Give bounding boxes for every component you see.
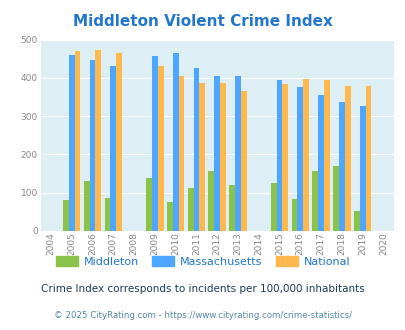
- Bar: [364, 85, 371, 231]
- Bar: [214, 76, 220, 231]
- Bar: [234, 76, 240, 231]
- Bar: [353, 212, 359, 231]
- Text: © 2025 CityRating.com - https://www.cityrating.com/crime-statistics/: © 2025 CityRating.com - https://www.city…: [54, 311, 351, 320]
- Bar: [344, 85, 350, 231]
- Bar: [240, 91, 246, 231]
- Bar: [282, 84, 288, 231]
- Bar: [110, 66, 116, 231]
- Bar: [297, 87, 303, 231]
- Bar: [270, 183, 276, 231]
- Bar: [63, 200, 69, 231]
- Bar: [83, 181, 90, 231]
- Bar: [318, 95, 323, 231]
- Bar: [276, 80, 282, 231]
- Bar: [333, 166, 338, 231]
- Bar: [208, 171, 214, 231]
- Bar: [104, 198, 110, 231]
- Bar: [229, 185, 234, 231]
- Bar: [323, 80, 329, 231]
- Text: Middleton Violent Crime Index: Middleton Violent Crime Index: [73, 14, 332, 29]
- Bar: [359, 106, 364, 231]
- Bar: [303, 79, 308, 231]
- Bar: [193, 68, 199, 231]
- Bar: [178, 76, 184, 231]
- Bar: [311, 171, 318, 231]
- Bar: [90, 60, 95, 231]
- Bar: [220, 83, 225, 231]
- Bar: [69, 55, 75, 231]
- Bar: [95, 50, 101, 231]
- Bar: [199, 83, 205, 231]
- Bar: [158, 66, 163, 231]
- Bar: [291, 199, 297, 231]
- Bar: [75, 51, 80, 231]
- Bar: [151, 56, 158, 231]
- Bar: [146, 178, 151, 231]
- Bar: [172, 52, 178, 231]
- Bar: [338, 102, 344, 231]
- Bar: [166, 202, 172, 231]
- Text: Crime Index corresponds to incidents per 100,000 inhabitants: Crime Index corresponds to incidents per…: [41, 284, 364, 294]
- Bar: [187, 188, 193, 231]
- Legend: Middleton, Massachusetts, National: Middleton, Massachusetts, National: [51, 251, 354, 271]
- Bar: [116, 52, 122, 231]
